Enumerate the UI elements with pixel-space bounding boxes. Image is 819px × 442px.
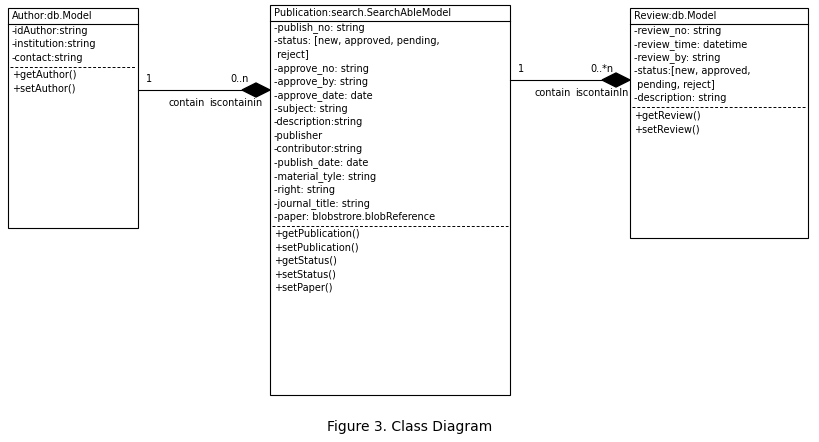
Polygon shape xyxy=(242,83,269,97)
Text: -status: [new, approved, pending,: -status: [new, approved, pending, xyxy=(274,36,439,46)
Text: -review_by: string: -review_by: string xyxy=(633,52,720,63)
Text: -description:string: -description:string xyxy=(274,117,363,127)
Text: Figure 3. Class Diagram: Figure 3. Class Diagram xyxy=(327,420,492,434)
Text: -paper: blobstrore.blobReference: -paper: blobstrore.blobReference xyxy=(274,212,435,222)
Text: 1: 1 xyxy=(146,74,152,84)
Text: +setAuthor(): +setAuthor() xyxy=(12,84,75,94)
Text: contain: contain xyxy=(534,88,571,98)
Text: -subject: string: -subject: string xyxy=(274,104,347,114)
Text: -publish_date: date: -publish_date: date xyxy=(274,157,368,168)
Text: Publication:search.SearchAbleModel: Publication:search.SearchAbleModel xyxy=(274,8,450,18)
Text: -review_no: string: -review_no: string xyxy=(633,25,721,36)
Text: reject]: reject] xyxy=(274,50,309,60)
Text: -approve_no: string: -approve_no: string xyxy=(274,63,369,74)
Text: +getStatus(): +getStatus() xyxy=(274,256,337,266)
Text: -journal_title: string: -journal_title: string xyxy=(274,198,369,209)
Text: -material_tyle: string: -material_tyle: string xyxy=(274,171,376,182)
Text: +setStatus(): +setStatus() xyxy=(274,270,336,280)
Text: -publisher: -publisher xyxy=(274,131,323,141)
Polygon shape xyxy=(601,73,629,87)
Text: +setPaper(): +setPaper() xyxy=(274,283,332,293)
Text: -institution:string: -institution:string xyxy=(12,39,97,49)
Text: -review_time: datetime: -review_time: datetime xyxy=(633,39,746,50)
Bar xyxy=(269,5,509,395)
Bar xyxy=(8,8,138,228)
Text: -publish_no: string: -publish_no: string xyxy=(274,22,364,33)
Text: iscontainIn: iscontainIn xyxy=(574,88,627,98)
Text: -contact:string: -contact:string xyxy=(12,53,84,63)
Text: -contributor:string: -contributor:string xyxy=(274,144,363,154)
Text: 0..*n: 0..*n xyxy=(590,64,613,74)
Text: 1: 1 xyxy=(518,64,523,74)
Text: +getReview(): +getReview() xyxy=(633,111,699,121)
Text: pending, reject]: pending, reject] xyxy=(633,80,714,90)
Text: +getAuthor(): +getAuthor() xyxy=(12,70,76,80)
Text: +setReview(): +setReview() xyxy=(633,124,699,134)
Text: Author:db.Model: Author:db.Model xyxy=(12,11,93,21)
Text: +getPublication(): +getPublication() xyxy=(274,229,360,239)
Text: +setPublication(): +setPublication() xyxy=(274,243,358,253)
Text: -status:[new, approved,: -status:[new, approved, xyxy=(633,66,749,76)
Text: -description: string: -description: string xyxy=(633,93,726,103)
Bar xyxy=(629,8,807,238)
Text: 0..n: 0..n xyxy=(229,74,248,84)
Text: Review:db.Model: Review:db.Model xyxy=(633,11,716,21)
Text: iscontainin: iscontainin xyxy=(209,98,262,108)
Text: contain: contain xyxy=(169,98,205,108)
Text: -approve_by: string: -approve_by: string xyxy=(274,76,368,87)
Text: -approve_date: date: -approve_date: date xyxy=(274,90,372,101)
Text: -right: string: -right: string xyxy=(274,185,335,195)
Text: -idAuthor:string: -idAuthor:string xyxy=(12,26,88,36)
